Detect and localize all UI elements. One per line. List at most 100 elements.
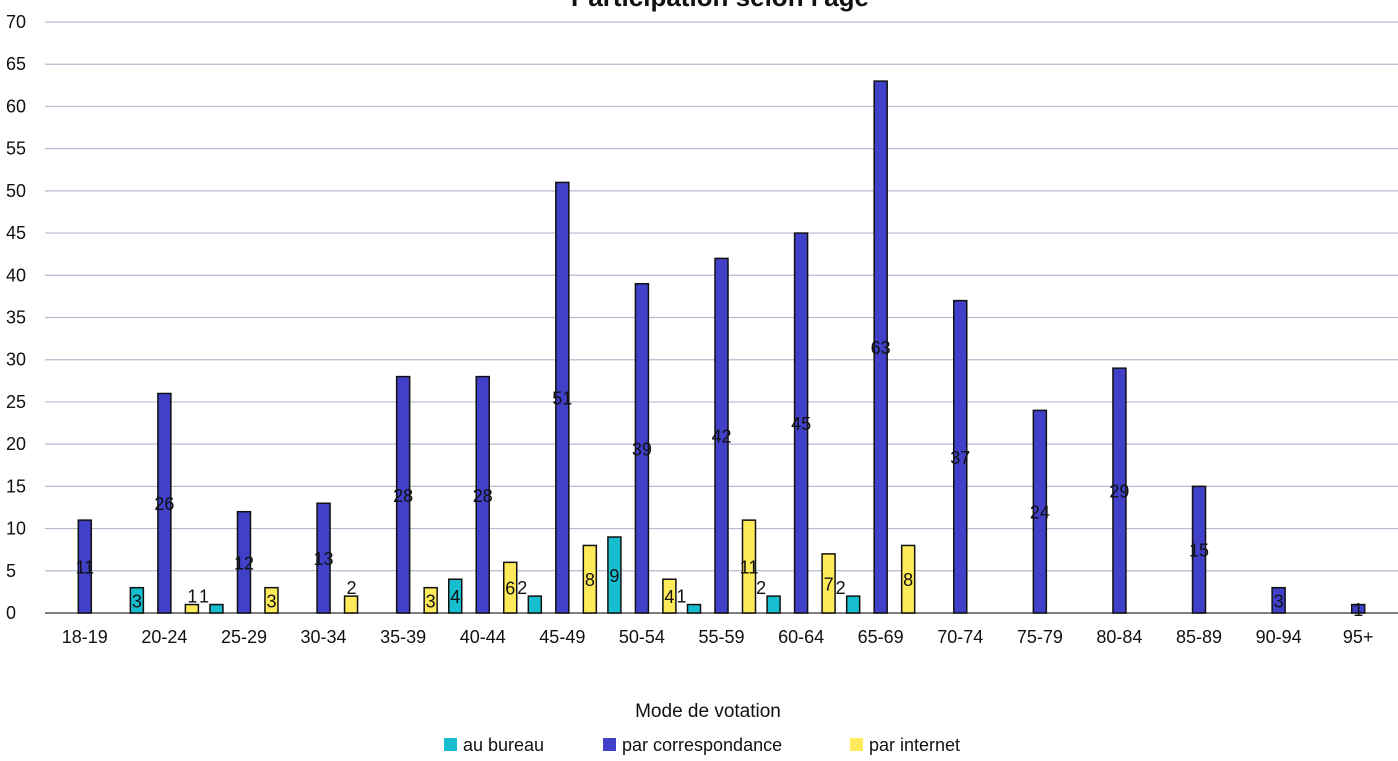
- data-label: 3: [266, 591, 276, 611]
- bar-au-bureau-60-64: [766, 595, 781, 614]
- legend-label: au bureau: [463, 735, 544, 755]
- y-tick-label: 0: [6, 603, 16, 623]
- y-tick-label: 20: [6, 434, 26, 454]
- x-tick-label: 25-29: [221, 627, 267, 647]
- x-tick-label: 65-69: [858, 627, 904, 647]
- bar-par-correspondance-30-34: [316, 502, 331, 614]
- data-label: 8: [585, 570, 595, 590]
- data-label: 2: [347, 578, 357, 598]
- bar-au-bureau-25-29: [209, 603, 224, 614]
- y-tick-label: 70: [6, 12, 26, 32]
- legend-label: par correspondance: [622, 735, 782, 755]
- bar-par-correspondance-60-64: [793, 232, 809, 614]
- x-tick-label: 45-49: [539, 627, 585, 647]
- data-label: 2: [756, 578, 766, 598]
- y-tick-label: 10: [6, 519, 26, 539]
- bars: [77, 80, 1366, 614]
- x-axis: 18-19 20-24 25-29 30-34 35-39 40-44 45-49 50-54…: [62, 627, 1374, 647]
- data-label: 11: [740, 558, 759, 578]
- data-label: 26: [154, 494, 174, 514]
- y-tick-label: 15: [6, 476, 26, 496]
- x-tick-label: 35-39: [380, 627, 426, 647]
- x-tick-label: 95+: [1343, 627, 1374, 647]
- bar-au-bureau-55-59: [686, 603, 702, 614]
- x-tick-label: 75-79: [1017, 627, 1063, 647]
- data-label: 1: [199, 587, 209, 607]
- bar-par-correspondance-35-39: [395, 375, 411, 614]
- bar-au-bureau-20-24: [129, 586, 145, 614]
- bar-au-bureau-50-54: [607, 536, 622, 614]
- y-tick-label: 40: [6, 265, 26, 285]
- bar-par-correspondance-18-19: [77, 519, 93, 614]
- legend: au bureau par correspondance par internet: [444, 735, 960, 755]
- bar-au-bureau-65-69: [845, 595, 861, 614]
- bar-par-correspondance-45-49: [555, 181, 570, 614]
- bar-par-correspondance-90-94: [1271, 586, 1286, 614]
- x-tick-label: 18-19: [62, 627, 108, 647]
- data-label: 12: [234, 553, 254, 573]
- x-tick-label: 90-94: [1256, 627, 1302, 647]
- bar-par-correspondance-85-89: [1191, 485, 1207, 614]
- y-tick-label: 50: [6, 181, 26, 201]
- bar-par-correspondance-80-84: [1112, 367, 1127, 614]
- data-label: 51: [552, 389, 572, 409]
- data-label: 4: [450, 587, 460, 607]
- bar-par-internet-20-24: [184, 603, 200, 614]
- bar-par-internet-60-64: [821, 553, 836, 614]
- y-tick-label: 25: [6, 392, 26, 412]
- bar-par-internet-55-59: [741, 519, 757, 614]
- data-label: 29: [1109, 482, 1129, 502]
- x-tick-label: 20-24: [141, 627, 187, 647]
- x-tick-label: 55-59: [698, 627, 744, 647]
- y-tick-label: 65: [6, 54, 26, 74]
- bar-par-correspondance-50-54: [634, 282, 650, 614]
- data-label: 1: [1353, 600, 1363, 620]
- data-label: 6: [505, 579, 515, 599]
- data-label: 42: [711, 427, 731, 447]
- data-label: 1: [187, 587, 197, 607]
- bar-par-correspondance-55-59: [714, 257, 729, 614]
- data-label: 11: [75, 558, 94, 578]
- bar-par-correspondance-65-69: [873, 80, 888, 614]
- y-tick-label: 45: [6, 223, 26, 243]
- legend-label: par internet: [869, 735, 960, 755]
- bar-au-bureau-45-49: [527, 595, 543, 614]
- legend-swatch: [850, 738, 863, 751]
- bar-par-internet-30-34: [343, 595, 359, 614]
- data-label: 7: [824, 574, 834, 594]
- data-label: 13: [314, 549, 334, 569]
- legend-title: Mode de votation: [635, 701, 781, 722]
- data-label: 37: [950, 448, 970, 468]
- x-tick-label: 60-64: [778, 627, 824, 647]
- legend-swatch: [603, 738, 616, 751]
- data-label: 2: [517, 578, 527, 598]
- data-label: 28: [393, 486, 413, 506]
- data-label: 39: [632, 439, 652, 459]
- data-label: 3: [132, 591, 142, 611]
- x-tick-label: 30-34: [301, 627, 347, 647]
- data-label: 9: [609, 566, 619, 586]
- data-label: 63: [871, 338, 891, 358]
- bar-par-internet-25-29: [264, 586, 279, 614]
- data-label: 45: [791, 414, 811, 434]
- y-axis: 0 5 10 15 20 25 30 35 40 45 50 55 60 65 70: [6, 12, 26, 623]
- bar-par-correspondance-20-24: [157, 392, 172, 614]
- x-tick-label: 80-84: [1096, 627, 1142, 647]
- bar-par-internet-50-54: [662, 578, 677, 614]
- data-label: 2: [836, 578, 846, 598]
- data-label: 3: [1274, 591, 1284, 611]
- data-label: 3: [426, 591, 436, 611]
- bar-par-correspondance-70-74: [953, 299, 968, 614]
- data-label: 24: [1030, 503, 1050, 523]
- bar-par-internet-40-44: [502, 561, 518, 614]
- data-label: 15: [1189, 541, 1209, 561]
- y-tick-label: 5: [6, 561, 16, 581]
- x-tick-label: 40-44: [460, 627, 506, 647]
- data-label: 1: [676, 587, 686, 607]
- bar-par-internet-35-39: [423, 586, 438, 614]
- bar-par-internet-45-49: [582, 544, 598, 614]
- x-tick-label: 85-89: [1176, 627, 1222, 647]
- bar-au-bureau-40-44: [447, 578, 463, 614]
